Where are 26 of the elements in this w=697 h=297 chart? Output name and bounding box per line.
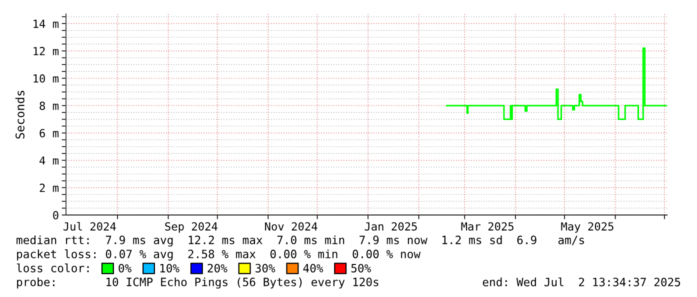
x-tick-label: May 2025	[561, 222, 614, 233]
legend-label: 10%	[160, 264, 180, 272]
text: end: Wed Jul 2 13:34:37 2025	[482, 277, 680, 286]
y-tick-label: 6 m	[40, 128, 59, 138]
x-tick-label: Jan 2025	[364, 222, 417, 231]
x-tick-label: Sep 2024	[165, 222, 218, 233]
y-tick-label: 8 m	[40, 102, 59, 110]
legend-label: 50%	[351, 264, 371, 272]
x-tick-label: Mar 2025	[461, 222, 514, 231]
y-tick-label: 0	[53, 211, 58, 220]
legend-label: 40%	[303, 264, 324, 272]
legend-label: 0%	[118, 264, 132, 272]
legend-label: 20%	[208, 264, 228, 272]
x-tick-label: Nov 2024	[265, 222, 318, 231]
y-tick-label: 12 m	[34, 46, 59, 56]
legend-title: loss color:	[16, 263, 89, 272]
y-tick-label: 10 m	[34, 74, 59, 83]
x-tick-label: Jul 2024	[63, 222, 116, 231]
legend-label: 30%	[256, 264, 276, 272]
y-tick-label: 4 m	[40, 156, 59, 165]
y-tick-label: 14 m	[34, 20, 59, 28]
y-axis-title: Seconds	[15, 90, 24, 139]
text: packet loss: 0.07 % avg 2.58 % max 0.00 % min 0.00 % now	[17, 249, 421, 261]
text: probe: 10 ICMP Echo Pings (56 Bytes) every 120s	[17, 277, 378, 289]
y-tick-label: 2 m	[40, 184, 59, 192]
text: median rtt: 7.9 ms avg 12.2 ms max 7.0 ms min 7.9 ms now 1.2 ms sd 6.9 am/s	[16, 235, 584, 247]
